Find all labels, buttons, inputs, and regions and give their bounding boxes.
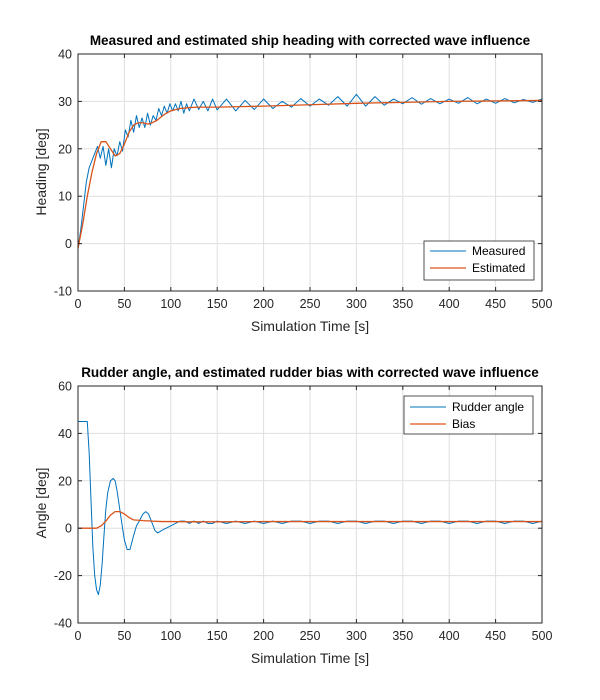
rudder-x-tick-label: 500 xyxy=(532,629,553,643)
heading-plot-title: Measured and estimated ship heading with… xyxy=(90,33,531,48)
rudder-series-bias-line xyxy=(78,510,542,529)
rudder-y-tick-label: -20 xyxy=(54,569,72,583)
rudder-x-tick-label: 150 xyxy=(207,629,228,643)
heading-y-tick-label: 30 xyxy=(58,95,72,109)
heading-legend-estimated-label: Estimated xyxy=(472,261,525,275)
heading-legend-box xyxy=(423,240,535,281)
heading-x-tick-label: 100 xyxy=(160,297,181,311)
rudder-plot-title: Rudder angle, and estimated rudder bias … xyxy=(81,365,539,380)
heading-y-tick-label: -10 xyxy=(54,285,72,299)
heading-legend-measured-label: Measured xyxy=(472,244,525,258)
rudder-x-tick-label: 100 xyxy=(160,629,181,643)
heading-x-tick-label: 450 xyxy=(485,297,506,311)
heading-x-tick-label: 150 xyxy=(207,297,228,311)
rudder-y-tick-label: -40 xyxy=(54,617,72,631)
rudder-x-tick-label: 0 xyxy=(75,629,82,643)
heading-ticks: 0 50 100 150 200 250 300 350 400 450 500-100102030… xyxy=(54,48,553,312)
rudder-x-tick-label: 50 xyxy=(117,629,131,643)
heading-x-tick-label: 200 xyxy=(253,297,274,311)
heading-x-tick-label: 300 xyxy=(346,297,367,311)
rudder-ticks: 0 50 100 150 200 250 300 350 400 450 500 -40 -20 0 20 4… xyxy=(54,380,553,644)
heading-y-tick-label: 0 xyxy=(65,237,72,251)
heading-series xyxy=(77,93,543,249)
rudder-legend-box xyxy=(403,395,534,435)
heading-x-tick-label: 0 xyxy=(75,297,82,311)
heading-x-axis-label: Simulation Time [s] xyxy=(251,318,369,334)
rudder-legend-bias-label: Bias xyxy=(452,417,475,431)
rudder-x-tick-label: 450 xyxy=(485,629,506,643)
heading-x-tick-label: 250 xyxy=(300,297,321,311)
rudder-y-tick-label: 20 xyxy=(58,474,72,488)
heading-y-tick-label: 20 xyxy=(58,142,72,156)
rudder-x-axis-label: Simulation Time [s] xyxy=(251,650,369,666)
rudder-y-axis-label: Angle [deg] xyxy=(33,468,49,539)
rudder-plot: Rudder angle, and estimated rudder bias … xyxy=(33,365,552,666)
heading-series-estimated-line xyxy=(77,99,543,249)
rudder-x-tick-label: 350 xyxy=(392,629,413,643)
rudder-x-tick-label: 250 xyxy=(300,629,321,643)
rudder-y-tick-label: 60 xyxy=(58,380,72,394)
heading-x-tick-label: 500 xyxy=(532,297,553,311)
rudder-legend-rudder-label: Rudder angle xyxy=(452,400,524,414)
heading-legend: Measured Estimated xyxy=(423,240,535,281)
heading-x-tick-label: 400 xyxy=(439,297,460,311)
heading-y-axis-label: Heading [deg] xyxy=(33,128,49,215)
rudder-y-tick-label: 0 xyxy=(65,522,72,536)
rudder-x-tick-label: 300 xyxy=(346,629,367,643)
heading-x-tick-label: 350 xyxy=(392,297,413,311)
rudder-series xyxy=(78,421,543,596)
rudder-y-tick-label: 40 xyxy=(58,427,72,441)
heading-y-tick-label: 10 xyxy=(58,190,72,204)
rudder-x-tick-label: 400 xyxy=(439,629,460,643)
rudder-legend: Rudder angle Bias xyxy=(403,395,534,435)
heading-plot: Measured and estimated ship heading with… xyxy=(33,33,552,334)
heading-y-tick-label: 40 xyxy=(58,48,72,62)
heading-x-tick-label: 50 xyxy=(117,297,131,311)
rudder-x-tick-label: 200 xyxy=(253,629,274,643)
heading-series-measured-line xyxy=(77,93,543,249)
